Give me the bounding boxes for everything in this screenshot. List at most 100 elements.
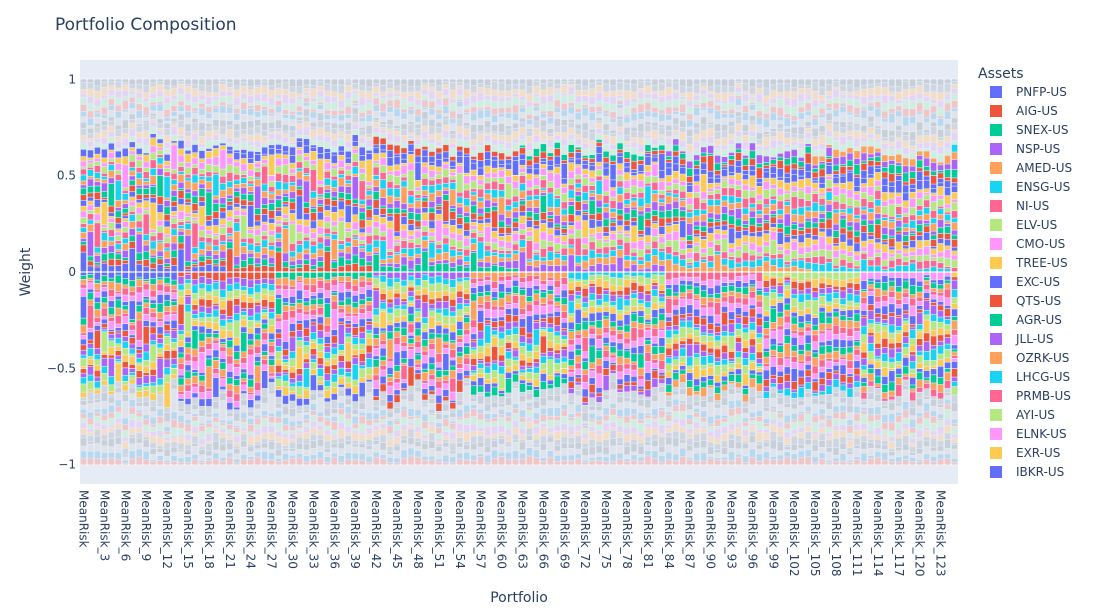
bar-segment-neg [331,437,338,440]
bar-segment-neg [491,395,498,402]
bar-segment-neg [547,437,554,442]
bar-segment-neg [310,359,317,363]
bar-segment-neg [401,363,407,366]
bar-segment-pos [457,88,463,95]
bar-segment-neg [484,325,491,343]
bar-segment-pos [436,261,442,264]
bar-segment-pos [401,165,407,174]
bar-segment-pos [512,120,519,123]
bar-segment-neg [94,309,101,318]
bar-segment-neg [394,443,400,446]
bar-segment-pos [394,91,400,94]
bar-segment-neg [345,377,351,383]
bar-segment-neg [422,302,428,318]
bar-segment-pos [505,210,512,218]
bar-segment-pos [498,135,505,141]
bar-segment-pos [415,221,421,227]
bar-segment-neg [150,340,156,345]
bar-segment-neg [282,460,289,465]
bar-segment-neg [94,381,101,388]
bar-segment-pos [484,121,491,128]
bar-segment-pos [157,150,163,155]
bar-segment-neg [227,433,233,436]
bar-segment-pos [450,246,456,250]
bar-segment-neg [275,379,282,386]
bar-segment-neg [192,409,198,414]
bar-segment-pos [436,133,442,142]
bar-segment-pos [408,122,414,125]
bar-segment-neg [213,296,219,304]
bar-segment-neg [338,350,345,354]
bar-segment-neg [192,279,198,285]
bar-segment-neg [387,386,393,395]
bar-segment-neg [491,440,498,448]
bar-segment-pos [498,247,505,251]
bar-segment-neg [143,437,149,440]
bar-segment-neg [429,364,435,370]
bar-segment-pos [206,148,212,151]
bar-segment-pos [484,142,491,145]
bar-segment-pos [422,213,428,221]
bar-segment-neg [512,428,519,434]
bar-segment-neg [526,393,533,400]
bar-segment-neg [192,421,198,427]
bar-segment-pos [150,255,156,258]
bar-segment-pos [401,216,407,225]
bar-segment-neg [345,398,351,405]
bar-segment-pos [415,231,421,238]
bar-segment-neg [380,376,386,384]
bar-segment-neg [157,272,163,278]
bar-segment-pos [436,196,442,205]
bar-segment-pos [359,220,365,228]
bar-segment-pos [436,214,442,220]
bar-segment-pos [275,113,282,120]
bar-segment-neg [512,371,519,374]
bar-segment-neg [310,455,317,460]
bar-segment-neg [261,416,268,418]
bar-segment-neg [526,272,533,276]
bar-segment-pos [373,208,379,215]
bar-segment-pos [464,98,470,106]
bar-segment-neg [477,386,484,392]
bar-segment-neg [436,413,442,420]
bar-segment-pos [289,114,296,120]
bar-segment-neg [143,434,149,437]
bar-segment-pos [540,120,547,127]
bar-segment-neg [108,418,115,425]
bar-segment-neg [289,296,296,304]
bar-segment-pos [470,225,477,229]
bar-segment-pos [387,174,393,182]
bar-segment-pos [241,149,247,154]
bar-segment-neg [408,358,414,367]
bar-segment-pos [87,210,94,214]
bar-segment-neg [220,457,226,461]
bar-segment-pos [422,174,428,179]
bar-segment-pos [498,82,505,91]
bar-segment-neg [150,303,156,309]
bar-segment-pos [484,218,491,223]
bar-segment-neg [254,328,261,334]
bar-segment-neg [352,453,358,460]
bar-segment-neg [394,322,400,327]
bar-segment-neg [415,416,421,418]
bar-segment-pos [268,245,275,250]
bar-segment-neg [394,272,400,278]
bar-segment-pos [540,188,547,190]
bar-segment-neg [227,316,233,320]
bar-segment-neg [477,310,484,323]
bar-segment-pos [268,122,275,128]
bar-segment-neg [352,394,358,402]
bar-segment-pos [241,82,247,87]
bar-segment-neg [220,352,226,359]
bar-segment-pos [254,85,261,88]
bar-segment-pos [443,95,449,98]
bar-segment-pos [568,179,574,185]
bar-segment-neg [122,375,129,382]
bar-segment-pos [241,267,247,272]
bar-segment-neg [477,453,484,457]
bar-segment-neg [115,459,122,465]
bar-segment-neg [498,355,505,361]
bar-segment-neg [498,425,505,433]
bar-segment-neg [464,312,470,315]
bar-segment-neg [331,293,338,295]
